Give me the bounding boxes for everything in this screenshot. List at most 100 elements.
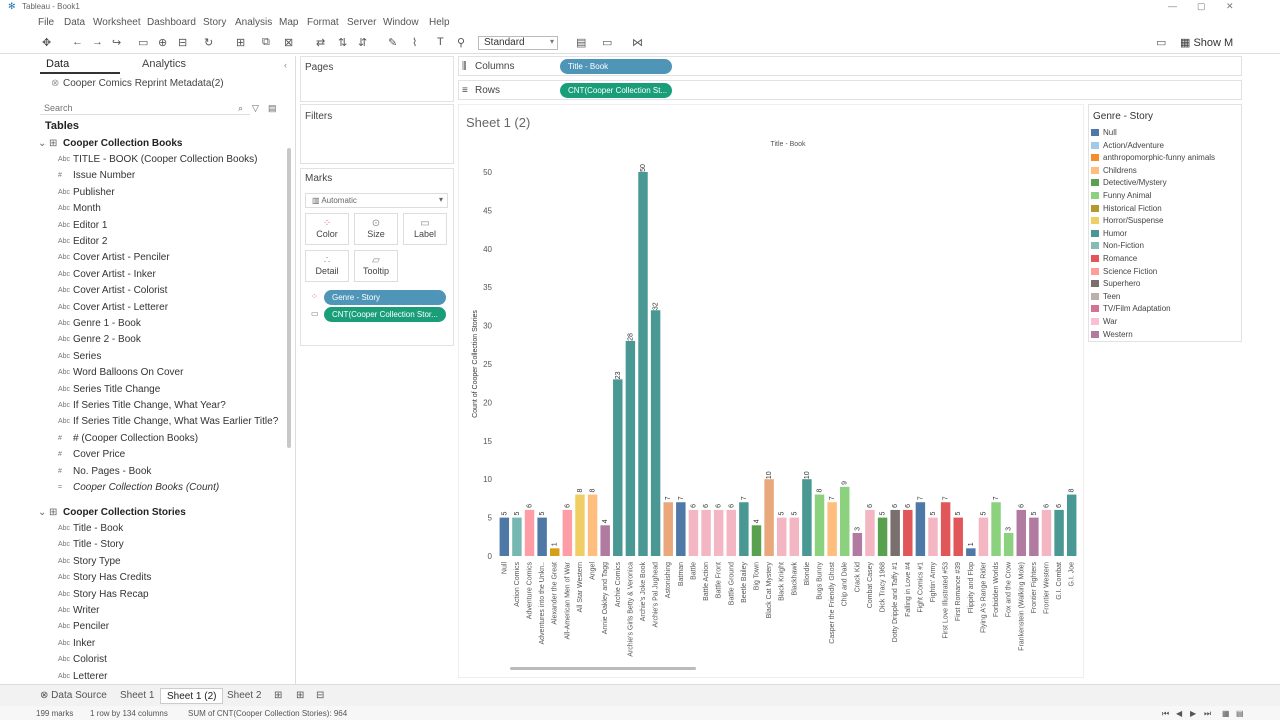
tableau-home-icon[interactable]: ✥ [42, 37, 52, 49]
show-me-button[interactable]: ▦ Show M [1180, 36, 1233, 49]
nav-next-icon[interactable]: ▶ [1190, 709, 1197, 718]
label-button[interactable]: ▭ Label [403, 213, 447, 245]
bar[interactable] [1003, 532, 1014, 556]
bar[interactable] [827, 502, 837, 556]
menu-analysis[interactable]: Analysis [235, 17, 273, 28]
field-item[interactable]: Story Has Credits [73, 572, 152, 584]
rows-pill[interactable]: CNT(Cooper Collection St... [560, 83, 672, 98]
bar[interactable] [1029, 517, 1039, 556]
bar[interactable] [915, 502, 926, 556]
legend-item[interactable]: Romance [1091, 254, 1137, 263]
bar[interactable] [726, 509, 736, 556]
field-item[interactable]: Inker [73, 637, 96, 649]
presentation-icon[interactable]: ▭ [602, 37, 613, 49]
new-worksheet-tab-icon[interactable]: ⊞ [274, 690, 283, 701]
field-item[interactable]: Colorist [73, 654, 107, 666]
duplicate-icon[interactable]: ⧉ [262, 36, 270, 48]
legend-item[interactable]: Horror/Suspense [1091, 216, 1163, 225]
group-icon[interactable]: ⌇ [412, 37, 418, 49]
bar[interactable] [663, 502, 673, 556]
bar[interactable] [940, 502, 951, 556]
bar[interactable] [814, 494, 825, 556]
show-cards-icon[interactable]: ▤ [576, 37, 587, 49]
field-item[interactable]: Word Balloons On Cover [73, 367, 184, 379]
field-item[interactable]: Cover Artist - Colorist [73, 285, 168, 297]
field-item[interactable]: Genre 1 - Book [73, 318, 141, 329]
legend-item[interactable]: Historical Fiction [1091, 204, 1162, 213]
bar[interactable] [638, 172, 648, 556]
bar[interactable] [1054, 509, 1064, 556]
bar[interactable] [701, 509, 711, 556]
bar[interactable] [550, 548, 560, 556]
chart-horizontal-scrollbar[interactable] [510, 667, 696, 670]
menu-story[interactable]: Story [203, 17, 227, 28]
bar[interactable] [991, 502, 1001, 556]
legend-item[interactable]: War [1091, 317, 1117, 326]
menu-worksheet[interactable]: Worksheet [93, 17, 141, 28]
undo-icon[interactable]: ← [72, 36, 83, 48]
maximize-icon[interactable]: ▢ [1197, 1, 1206, 11]
bar[interactable] [776, 517, 787, 556]
bar[interactable] [1066, 494, 1077, 556]
data-pane-scrollbar[interactable] [287, 148, 291, 448]
legend-item[interactable]: Non-Fiction [1091, 241, 1144, 250]
new-datasource-icon[interactable]: ⊕ [158, 37, 168, 49]
color-button[interactable]: ⁘ Color [305, 213, 349, 245]
bar[interactable] [537, 517, 547, 556]
tab-analytics[interactable]: Analytics [142, 58, 187, 70]
color-pill[interactable]: Genre - Story [324, 290, 446, 305]
field-item[interactable]: Penciler [73, 621, 110, 633]
field-item[interactable]: Cover Artist - Letterer [73, 301, 169, 313]
highlight-icon[interactable]: ✎ [388, 37, 398, 49]
pause-icon[interactable]: ⊟ [178, 37, 188, 49]
field-item[interactable]: # (Cooper Collection Books) [73, 432, 199, 444]
legend-item[interactable]: Null [1091, 128, 1117, 137]
field-item[interactable]: Title - Story [73, 539, 124, 551]
tab-data[interactable]: Data [46, 58, 70, 70]
bar[interactable] [890, 509, 900, 556]
mark-type-dropdown[interactable]: ▥ Automatic ▾ [305, 193, 448, 208]
replay-icon[interactable]: ↪ [112, 37, 122, 49]
new-worksheet-icon[interactable]: ⊞ [236, 37, 246, 49]
pin-icon[interactable]: ⚲ [457, 37, 466, 49]
filters-card[interactable] [300, 104, 454, 164]
nav-prev-icon[interactable]: ◀ [1176, 709, 1183, 718]
nav-first-icon[interactable]: ⏮ [1162, 709, 1170, 718]
grid-view-icon[interactable]: ▦ [1222, 709, 1230, 718]
minimize-icon[interactable]: — [1168, 1, 1177, 11]
search-icon[interactable]: ⌕ [238, 103, 244, 113]
field-item[interactable]: Publisher [73, 186, 115, 198]
bar[interactable] [739, 502, 749, 556]
legend-item[interactable]: Superhero [1091, 279, 1140, 288]
menu-help[interactable]: Help [429, 17, 450, 28]
tab-sheet-1-2[interactable]: Sheet 1 (2) [160, 688, 224, 704]
collapse-group-icon[interactable]: ⌄ [38, 507, 47, 518]
field-item[interactable]: Series Title Change [73, 383, 161, 395]
bar[interactable] [1041, 509, 1052, 556]
bar[interactable] [852, 532, 863, 556]
redo-icon[interactable]: → [92, 36, 103, 48]
field-item[interactable]: Story Has Recap [73, 588, 149, 600]
bar[interactable] [764, 479, 774, 556]
bar[interactable] [613, 379, 623, 556]
bar[interactable] [575, 494, 585, 556]
bar[interactable] [688, 509, 699, 556]
field-item[interactable]: Cover Artist - Penciler [73, 252, 170, 264]
bar[interactable] [512, 517, 522, 556]
collapse-pane-icon[interactable]: ‹ [284, 60, 287, 70]
comment-icon[interactable]: ▭ [1156, 37, 1167, 49]
bar[interactable] [650, 310, 661, 556]
field-item[interactable]: Issue Number [73, 170, 136, 182]
filter-icon[interactable]: ▽ [252, 103, 259, 113]
menu-data[interactable]: Data [64, 17, 86, 28]
bar[interactable] [499, 517, 510, 556]
field-item[interactable]: Editor 2 [73, 236, 108, 247]
legend-item[interactable]: Childrens [1091, 166, 1137, 175]
menu-format[interactable]: Format [307, 17, 339, 28]
bar[interactable] [978, 517, 989, 556]
show-labels-icon[interactable]: T [437, 36, 444, 48]
bar[interactable] [966, 548, 976, 556]
bar[interactable] [877, 517, 888, 556]
save-icon[interactable]: ▭ [138, 37, 149, 49]
menu-map[interactable]: Map [279, 17, 299, 28]
